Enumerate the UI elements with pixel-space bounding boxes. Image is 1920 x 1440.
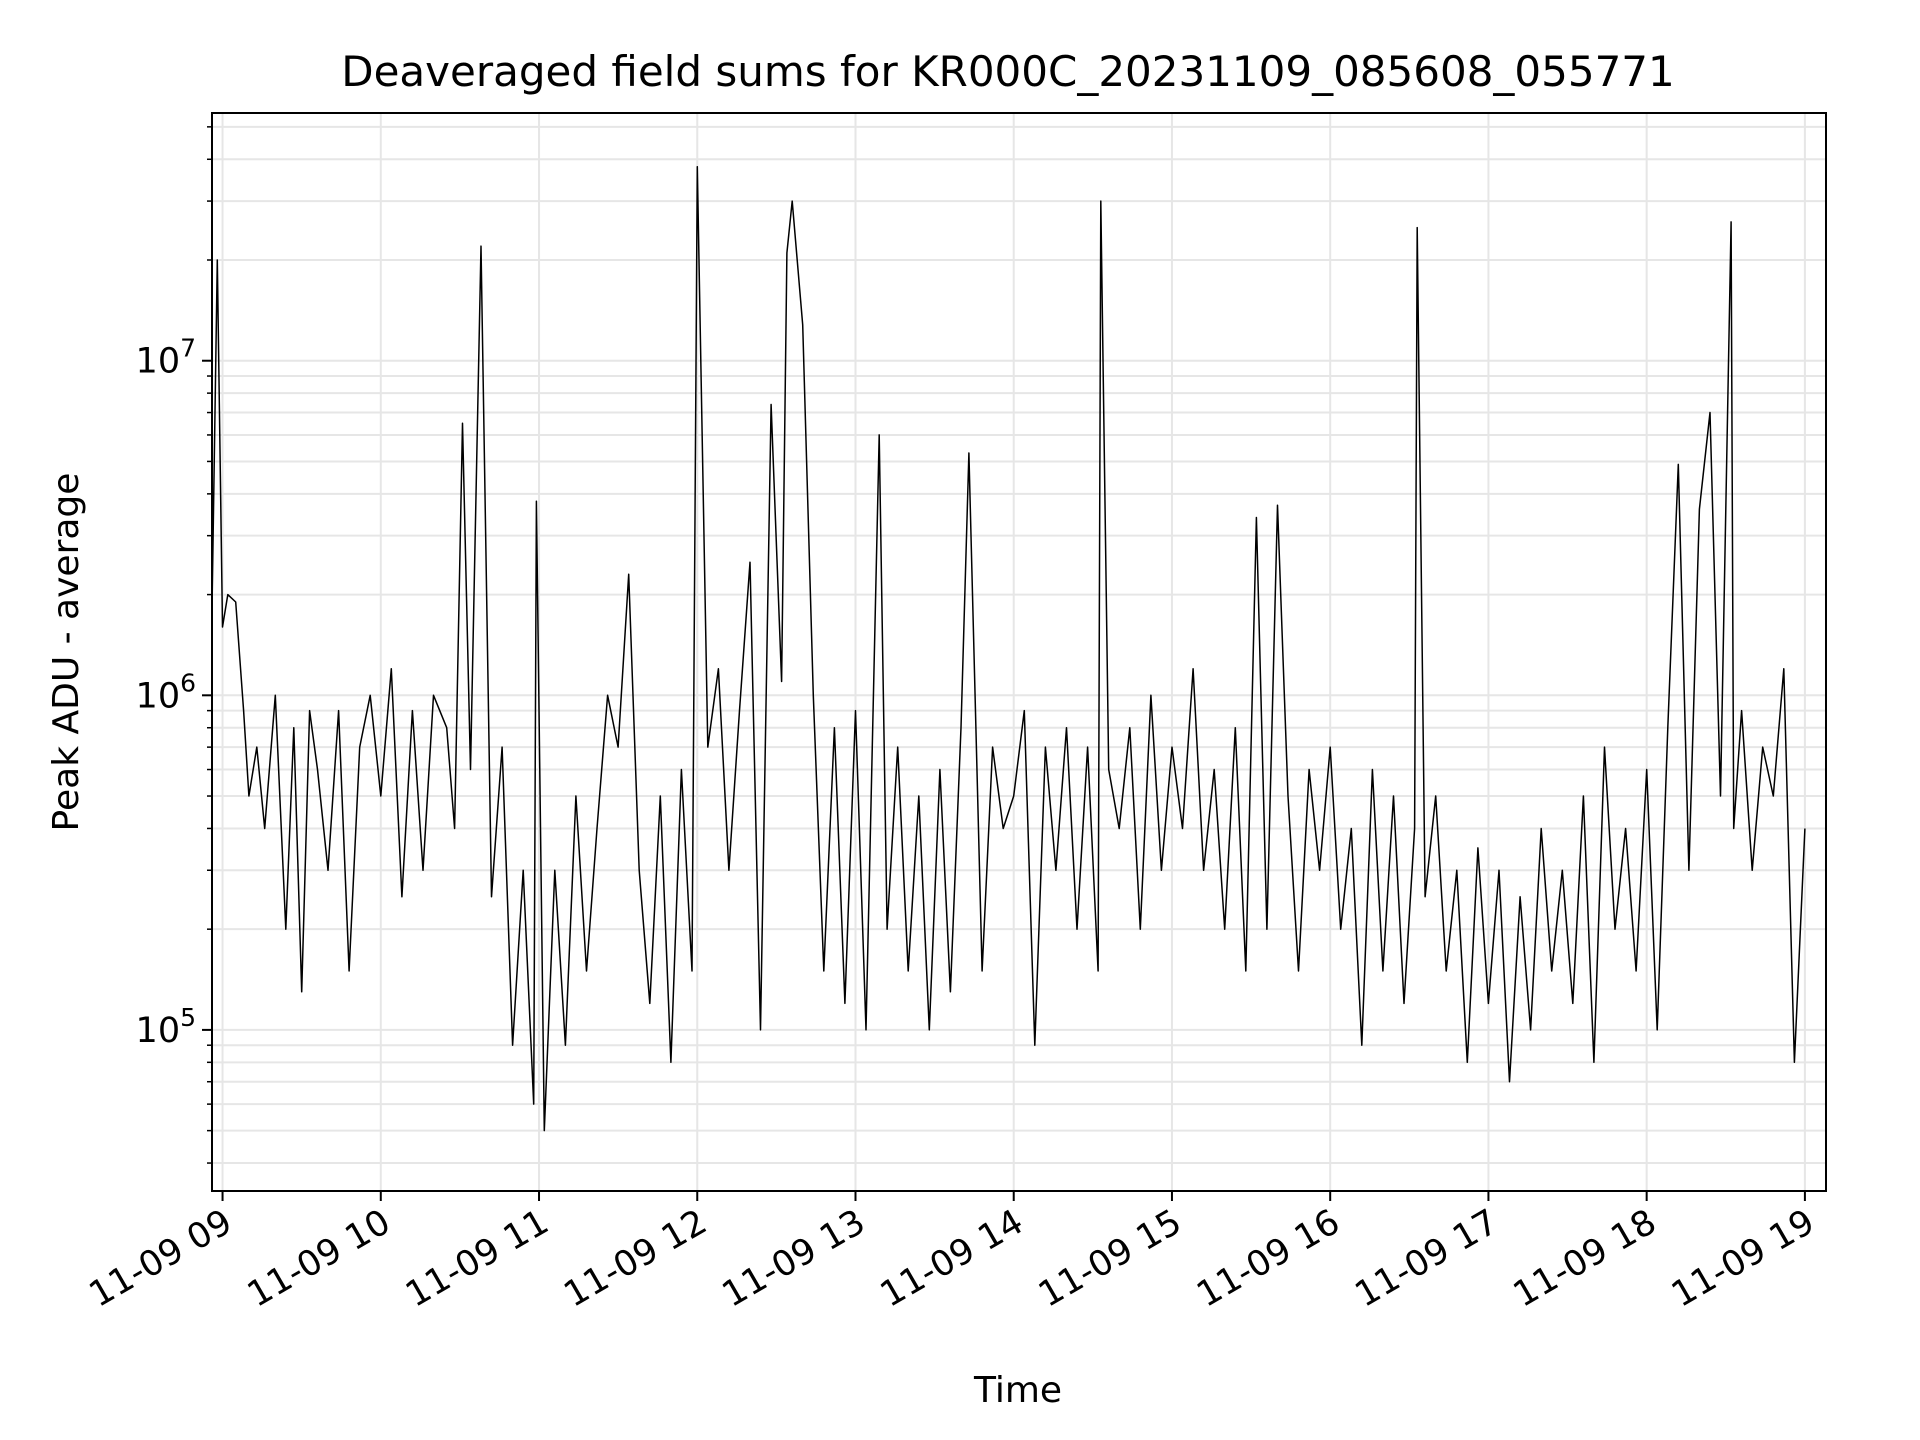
y-axis-label: Peak ADU - average <box>46 473 87 832</box>
y-tick-label: 107 <box>136 334 196 382</box>
x-tick-label: 11-09 18 <box>1507 1202 1663 1315</box>
x-tick-label: 11-09 11 <box>399 1202 555 1315</box>
y-tick-base: 10 <box>136 1011 181 1051</box>
chart-title: Deaveraged field sums for KR000C_2023110… <box>341 47 1675 96</box>
axis-ticks: 11-09 09 11-09 10 11-09 11 11-09 12 11-09 13… <box>83 126 1821 1315</box>
x-tick-label: 11-09 14 <box>874 1202 1030 1315</box>
x-axis-label: Time <box>973 1370 1062 1411</box>
y-tick-label: 105 <box>136 1003 196 1051</box>
x-tick-label: 11-09 10 <box>241 1202 397 1315</box>
grid <box>212 113 1826 1191</box>
x-tick-label: 11-09 17 <box>1349 1202 1505 1315</box>
x-tick-label: 11-09 16 <box>1190 1202 1346 1315</box>
y-tick-label: 106 <box>136 668 196 716</box>
x-tick-label: 11-09 19 <box>1665 1202 1821 1315</box>
x-tick-label: 11-09 13 <box>716 1202 872 1315</box>
y-tick-exponent: 5 <box>180 1003 196 1032</box>
y-tick-base: 10 <box>136 676 181 716</box>
x-tick-label: 11-09 09 <box>83 1202 239 1315</box>
plot-frame <box>211 112 1827 1192</box>
series-line <box>211 165 1806 1132</box>
y-tick-base: 10 <box>136 342 181 382</box>
y-tick-exponent: 7 <box>180 334 196 363</box>
x-tick-label: 11-09 15 <box>1032 1202 1188 1315</box>
y-tick-exponent: 6 <box>180 668 196 697</box>
x-tick-label: 11-09 12 <box>557 1202 713 1315</box>
